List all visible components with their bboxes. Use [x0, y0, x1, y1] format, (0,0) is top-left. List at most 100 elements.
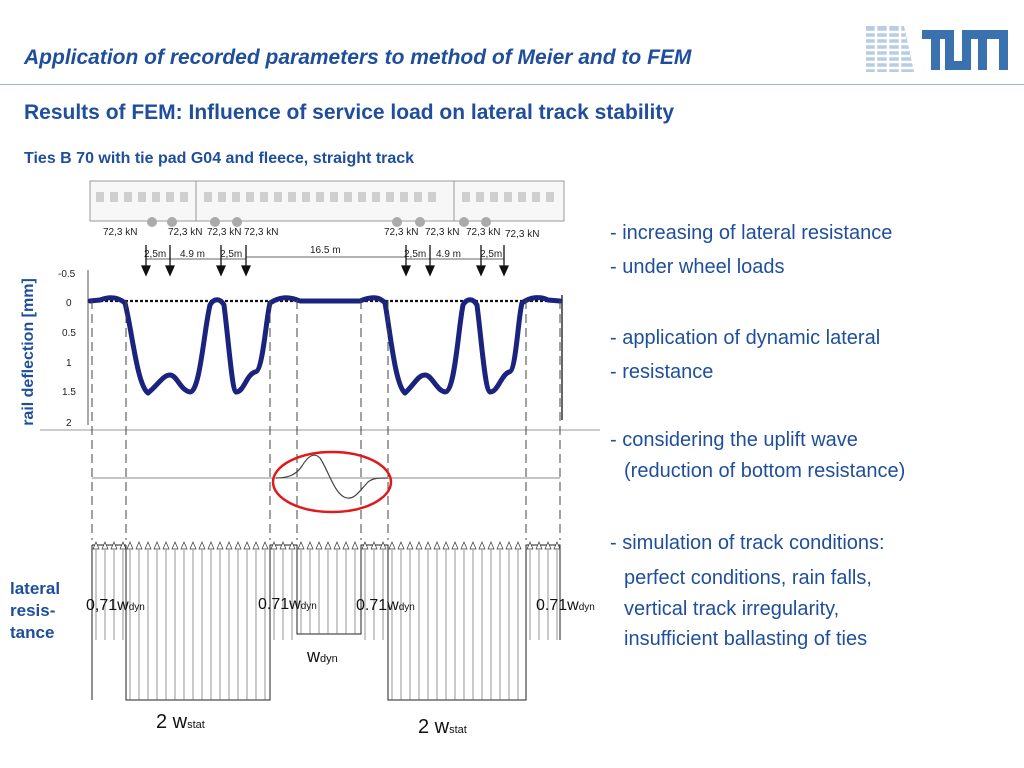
- bullet-3: - application of dynamic lateral: [610, 327, 881, 349]
- w-stat-right-sub: stat: [449, 724, 467, 736]
- highlight-circle: [271, 450, 393, 514]
- support-arrow: [225, 541, 233, 550]
- bullet-list: - increasing of lateral resistance - und…: [610, 0, 1020, 768]
- w-dyn-label: w: [306, 646, 321, 666]
- load-label-5: 72,3 kN: [384, 227, 418, 238]
- w-stat-left: 2 w: [156, 711, 188, 733]
- support-arrow: [361, 541, 369, 550]
- fem-diagram: 72,3 kN 72,3 kN 72,3 kN 72,3 kN 72,3 kN …: [40, 180, 600, 738]
- support-arrow: [526, 541, 534, 550]
- support-arrow: [92, 541, 100, 550]
- support-arrow: [243, 541, 251, 550]
- w-label-left-sub: dyn: [129, 602, 145, 613]
- support-arrow: [315, 541, 323, 550]
- w-label-right-sub: dyn: [579, 602, 595, 613]
- support-arrow: [261, 541, 269, 550]
- support-arrow: [110, 541, 118, 550]
- header-divider: [0, 84, 1024, 85]
- support-arrow: [433, 541, 441, 550]
- support-arrow: [535, 541, 543, 550]
- tick-label-neg05: -0.5: [58, 269, 76, 280]
- resistance-profile: [91, 544, 561, 701]
- tick-label-15: 1.5: [62, 387, 76, 398]
- w-dyn-label-sub: dyn: [320, 653, 338, 665]
- support-arrow: [478, 541, 486, 550]
- w-stat-right: 2 w: [418, 716, 450, 738]
- support-arrow: [207, 541, 215, 550]
- load-label-3: 72,3 kN: [207, 227, 241, 238]
- svg-text:2 wstat: 2 wstat: [418, 716, 467, 738]
- svg-text:wdyn: wdyn: [306, 646, 338, 666]
- w-label-mid-right-sub: dyn: [399, 602, 415, 613]
- load-label-4: 72,3 kN: [244, 227, 278, 238]
- support-arrow: [505, 541, 513, 550]
- support-arrow: [288, 541, 296, 550]
- support-arrow: [397, 541, 405, 550]
- distance-right-a: 2,5m: [404, 249, 426, 260]
- svg-text:0.71wdyn: 0.71wdyn: [356, 597, 415, 614]
- support-arrow: [333, 541, 341, 550]
- support-arrow: [306, 541, 314, 550]
- support-arrow: [198, 541, 206, 550]
- train-silhouette: [89, 180, 565, 227]
- support-arrow: [370, 541, 378, 550]
- support-arrow: [144, 541, 152, 550]
- bullet-1: - increasing of lateral resistance: [610, 222, 893, 244]
- bullet-5-continuation: (reduction of bottom resistance): [624, 460, 906, 482]
- support-arrow: [252, 541, 260, 550]
- support-arrow: [342, 541, 350, 550]
- tick-label-2: 2: [66, 418, 72, 429]
- tick-label-1: 1: [66, 358, 72, 369]
- load-label-2: 72,3 kN: [168, 227, 202, 238]
- support-arrow: [324, 541, 332, 550]
- support-arrow: [544, 541, 552, 550]
- w-label-right: 0.71w: [536, 597, 579, 614]
- distance-right-c: 2,5m: [480, 249, 502, 260]
- svg-text:2 wstat: 2 wstat: [156, 711, 205, 733]
- support-arrow: [379, 541, 387, 550]
- support-arrow: [126, 541, 134, 550]
- w-label-mid-left: 0.71w: [258, 596, 301, 613]
- resistance-labels: 0,71wdyn 0.71wdyn 0.71wdyn 0.71wdyn wdyn…: [86, 596, 595, 738]
- support-arrow: [135, 541, 143, 550]
- support-arrow: [171, 541, 179, 550]
- support-arrow: [162, 541, 170, 550]
- slide-title: Application of recorded parameters to me…: [24, 46, 692, 69]
- track-condition-1: perfect conditions, rain falls,: [624, 567, 872, 589]
- figure-caption: Ties B 70 with tie pad G04 and fleece, s…: [24, 150, 415, 167]
- lateral-label-line-1: lateral: [10, 579, 61, 598]
- support-arrow: [553, 541, 561, 550]
- support-arrow: [469, 541, 477, 550]
- support-arrow: [388, 541, 396, 550]
- track-condition-3: insufficient ballasting of ties: [624, 628, 868, 650]
- w-label-mid-left-sub: dyn: [301, 601, 317, 612]
- tick-label-0: 0: [66, 298, 72, 309]
- support-arrow: [514, 541, 522, 550]
- w-label-mid-right: 0.71w: [356, 597, 399, 614]
- support-arrow: [189, 541, 197, 550]
- building-icon: [866, 26, 914, 72]
- support-arrow: [487, 541, 495, 550]
- tum-wordmark: [922, 30, 1008, 70]
- load-label-1: 72,3 kN: [103, 227, 137, 238]
- support-arrow: [460, 541, 468, 550]
- support-arrow: [451, 541, 459, 550]
- load-label-8: 72,3 kN: [505, 229, 539, 240]
- support-arrow: [119, 541, 127, 550]
- coach-left: [89, 180, 565, 227]
- lateral-label-line-2: resis-: [10, 601, 56, 620]
- support-arrow: [216, 541, 224, 550]
- distance-right-b: 4.9 m: [436, 249, 461, 260]
- support-arrow: [496, 541, 504, 550]
- support-arrow: [424, 541, 432, 550]
- bullet-5: - considering the uplift wave: [610, 429, 858, 451]
- svg-text:0,71wdyn: 0,71wdyn: [86, 597, 145, 614]
- uplift-wave: [92, 450, 560, 514]
- bullet-2: - under wheel loads: [610, 256, 785, 278]
- support-arrow: [180, 541, 188, 550]
- deflection-curve: [87, 295, 563, 396]
- dimension-lines: [146, 256, 504, 260]
- resistance-hatch: [95, 550, 558, 700]
- load-label-6: 72,3 kN: [425, 227, 459, 238]
- distance-left-b: 4.9 m: [180, 249, 205, 260]
